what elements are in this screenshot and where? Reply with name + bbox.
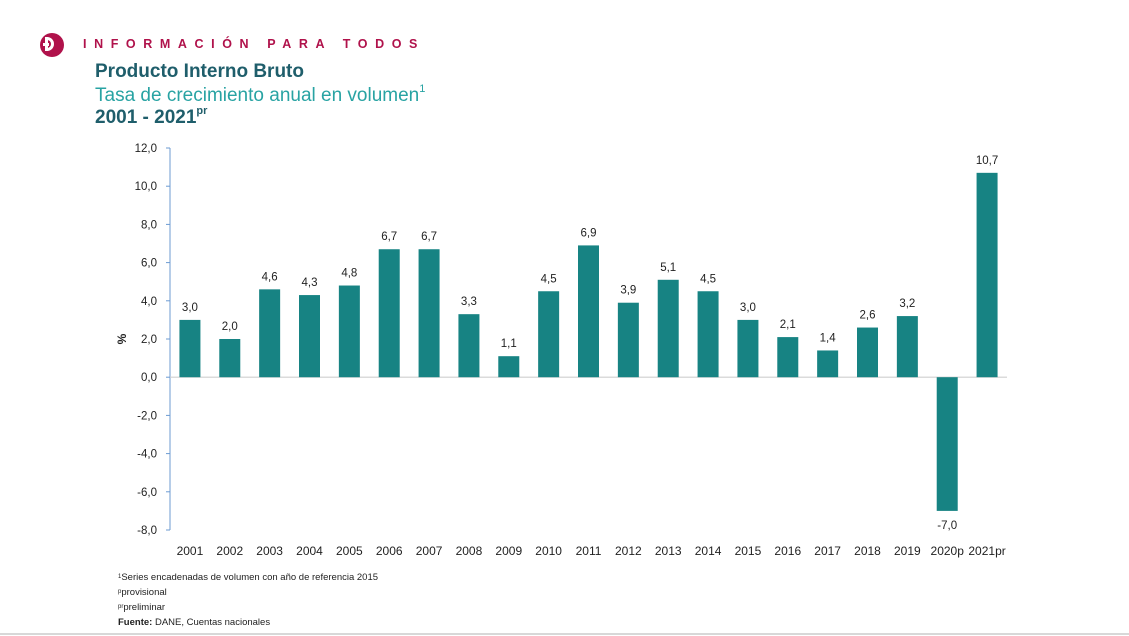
- data-label: 10,7: [976, 155, 998, 167]
- bar: [418, 249, 440, 378]
- y-tick-label: 10,0: [135, 181, 157, 193]
- data-label: 3,9: [620, 285, 636, 297]
- footnote-3: prpreliminar: [118, 602, 166, 613]
- bar: [657, 279, 679, 378]
- x-tick-label: 2016: [774, 544, 801, 558]
- bar: [179, 319, 201, 378]
- footnote-source: Fuente: DANE, Cuentas nacionales: [118, 617, 271, 628]
- x-tick-label: 2015: [735, 544, 762, 558]
- data-label: 6,7: [421, 231, 437, 243]
- y-tick-label: 4,0: [141, 296, 157, 308]
- bar: [936, 377, 958, 511]
- x-tick-label: 2004: [296, 544, 323, 558]
- x-tick-label: 2010: [535, 544, 562, 558]
- bar: [777, 337, 799, 378]
- bar: [498, 356, 520, 378]
- x-tick-label: 2019: [894, 544, 921, 558]
- footnote-1: 1Series encadenadas de volumen con año d…: [118, 572, 379, 583]
- bar: [896, 316, 918, 378]
- data-label: 3,0: [740, 302, 756, 314]
- data-label: 3,2: [899, 298, 915, 310]
- bar: [538, 291, 560, 378]
- bar: [857, 327, 878, 378]
- data-label: 2,6: [860, 310, 876, 322]
- data-label: 4,5: [541, 273, 557, 285]
- dane-logo-icon: [40, 33, 64, 57]
- data-label: 5,1: [660, 262, 676, 274]
- data-label: 1,4: [820, 332, 837, 344]
- x-tick-label: 2013: [655, 544, 682, 558]
- chart-period: 2001 - 2021pr: [95, 105, 208, 129]
- header-tagline: INFORMACIÓN PARA TODOS: [83, 37, 425, 51]
- x-tick-label: 2012: [615, 544, 642, 558]
- x-tick-label: 2006: [376, 544, 403, 558]
- x-tick-label: 2001: [177, 544, 204, 558]
- period-footnote-mark: pr: [196, 105, 208, 117]
- bar: [299, 295, 320, 378]
- bar: [219, 339, 241, 378]
- x-tick-label: 2003: [256, 544, 283, 558]
- y-tick-label: 0,0: [141, 372, 157, 384]
- y-tick-label: 2,0: [141, 334, 157, 346]
- data-label: 1,1: [501, 338, 517, 350]
- data-label: 2,1: [780, 319, 796, 331]
- x-tick-label: 2021pr: [968, 544, 1005, 558]
- data-label: 4,8: [341, 268, 357, 280]
- data-label: 4,3: [302, 277, 318, 289]
- y-tick-label: -6,0: [137, 487, 157, 499]
- bar: [259, 289, 281, 378]
- bar: [378, 249, 400, 378]
- chart-period-text: 2001 - 2021: [95, 107, 197, 128]
- bar: [817, 350, 839, 378]
- x-tick-label: 2008: [456, 544, 483, 558]
- y-tick-label: -2,0: [137, 410, 157, 422]
- x-tick-label: 2017: [814, 544, 841, 558]
- data-label: 2,0: [222, 321, 238, 333]
- subtitle-footnote-mark: 1: [419, 83, 426, 95]
- chart-subtitle-text: Tasa de crecimiento anual en volumen: [95, 85, 420, 106]
- x-tick-label: 2018: [854, 544, 881, 558]
- data-label: 4,5: [700, 273, 716, 285]
- data-label: -7,0: [937, 520, 957, 532]
- chart-title: Producto Interno Bruto: [95, 61, 304, 82]
- chart-subtitle: Tasa de crecimiento anual en volumen1: [95, 83, 426, 107]
- data-label: 6,7: [381, 231, 397, 243]
- data-label: 3,3: [461, 296, 477, 308]
- x-tick-label: 2020p: [931, 544, 965, 558]
- footnotes: 1Series encadenadas de volumen con año d…: [118, 570, 378, 630]
- bar: [338, 285, 360, 378]
- bar: [976, 172, 998, 378]
- bottom-divider: [0, 633, 1129, 635]
- data-label: 6,9: [581, 227, 597, 239]
- y-tick-label: 12,0: [135, 143, 157, 155]
- x-tick-label: 2005: [336, 544, 363, 558]
- x-tick-label: 2014: [695, 544, 722, 558]
- y-axis-label: %: [115, 333, 129, 344]
- data-label: 3,0: [182, 302, 198, 314]
- y-tick-label: 6,0: [141, 258, 157, 270]
- data-label: 4,6: [262, 271, 278, 283]
- y-tick-label: -4,0: [137, 449, 157, 461]
- y-tick-label: 8,0: [141, 219, 157, 231]
- bar: [617, 302, 639, 378]
- bar: [697, 291, 719, 378]
- y-tick-label: -8,0: [137, 525, 157, 537]
- bar: [458, 314, 480, 378]
- x-tick-label: 2011: [576, 544, 602, 558]
- x-tick-label: 2002: [216, 544, 243, 558]
- bar: [737, 319, 759, 378]
- bar: [578, 245, 599, 378]
- footnote-2: pprovisional: [118, 587, 167, 598]
- x-tick-label: 2007: [416, 544, 443, 558]
- x-tick-label: 2009: [495, 544, 522, 558]
